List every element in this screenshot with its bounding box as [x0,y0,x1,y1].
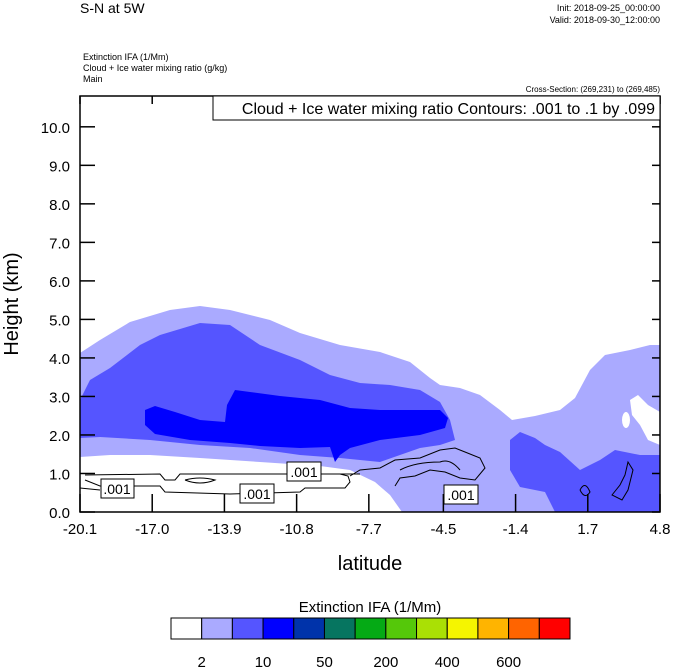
plot-area: .001 .001 .001 .001 Cloud + Ice water mi… [79,95,661,513]
fill-white-east [630,395,660,445]
y-tick-label: 8.0 [49,197,70,214]
colorbar-swatch [385,617,418,640]
colorbar-swatch [538,617,571,640]
x-tick-labels: -20.1 -17.0 -13.9 -10.8 -7.7 -4.5 -1.4 1.7 4.8 [63,521,671,538]
contour-label: .001 [290,464,317,480]
valid-time: Valid: 2018-09-30_12:00:00 [550,15,660,25]
y-tick-label: 0.0 [49,505,70,522]
y-tick-label: 7.0 [49,235,70,252]
colorbar-swatch [416,617,448,640]
contour-label: .001 [447,487,474,503]
x-tick-label: 1.7 [577,521,598,538]
colorbar-swatch [170,617,203,640]
x-tick-label: -7.7 [356,521,382,538]
colorbar: 2 10 50 200 400 600 [170,617,571,668]
colorbar-swatch [446,617,479,640]
contour-info-box [212,95,661,121]
x-tick-label: -17.0 [135,521,169,538]
colorbar-label: 600 [496,654,521,668]
contour-labels: .001 .001 .001 .001 [100,461,479,505]
field-label-1: Extinction IFA (1/Mm) [83,52,169,62]
x-axis-label: latitude [338,553,403,575]
field-label-2: Cloud + Ice water mixing ratio (g/kg) [83,63,227,73]
colorbar-swatch [201,617,233,640]
colorbar-swatch [262,617,295,640]
y-tick-label: 1.0 [49,466,70,483]
colorbar-label: 400 [435,654,460,668]
y-tick-label: 10.0 [41,120,70,137]
y-tick-label: 9.0 [49,158,70,175]
y-tick-labels: 0.0 1.0 2.0 3.0 4.0 5.0 6.0 7.0 8.0 9.0 10.0 [41,120,70,522]
x-tick-label: -10.8 [280,521,314,538]
contour-label: .001 [243,486,270,502]
fill-white-blob [622,412,630,428]
fill-10-50-east [510,432,660,512]
colorbar-swatch [231,617,264,640]
mixing-ratio-contours [79,447,634,501]
colorbar-swatch [323,617,356,640]
y-tick-label: 3.0 [49,389,70,406]
cross-section-label: Cross-Section: (269,231) to (269,485) [526,85,661,94]
init-time: Init: 2018-09-25_00:00:00 [557,3,660,13]
contour-info-label: Cloud + Ice water mixing ratio Contours:… [242,101,655,118]
x-tick-label: 4.8 [650,521,671,538]
colorbar-label: 50 [316,654,333,668]
y-tick-label: 2.0 [49,428,70,445]
contour-label: .001 [103,481,130,497]
colorbar-swatch [354,617,387,640]
colorbar-label: 2 [198,654,206,668]
y-tick-label: 5.0 [49,312,70,329]
x-tick-label: -20.1 [63,521,97,538]
colorbar-swatch [508,617,540,640]
colorbar-label: 10 [255,654,272,668]
x-tick-label: -4.5 [430,521,456,538]
colorbar-swatch [293,617,325,640]
colorbar-swatch [477,617,510,640]
colorbar-label: 200 [373,654,398,668]
x-tick-label: -13.9 [207,521,241,538]
y-tick-label: 4.0 [49,351,70,368]
x-tick-label: -1.4 [503,521,529,538]
y-tick-label: 6.0 [49,274,70,291]
colorbar-title: Extinction IFA (1/Mm) [299,599,442,616]
field-label-3: Main [83,74,103,84]
fill-50-200 [145,390,448,462]
plot-title: S-N at 5W [80,0,145,16]
y-axis-label: Height (km) [1,252,23,355]
